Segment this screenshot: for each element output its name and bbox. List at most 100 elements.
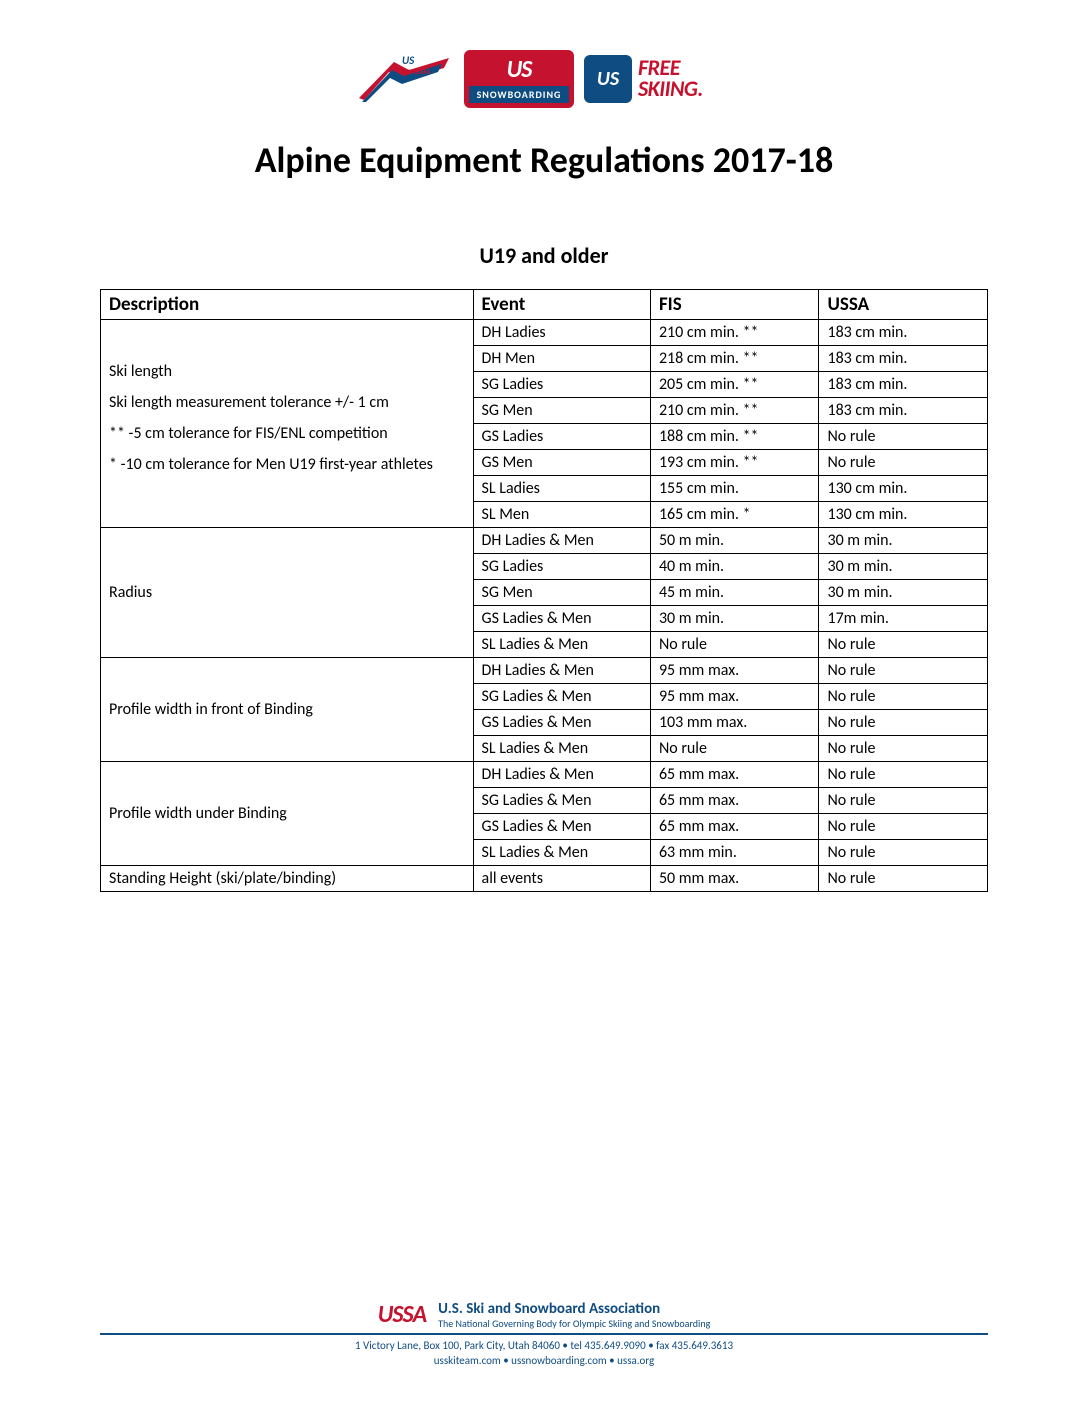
cell-ussa: No rule [819,814,988,840]
cell-ussa: 183 cm min. [819,320,988,346]
cell-fis: 210 cm min. ** [650,398,819,424]
cell-event: SL Ladies & Men [473,736,650,762]
cell-event: GS Ladies [473,424,650,450]
cell-event: GS Men [473,450,650,476]
cell-ussa: 30 m min. [819,580,988,606]
description-cell: Radius [101,528,474,658]
cell-fis: 95 mm max. [650,658,819,684]
cell-fis: 95 mm max. [650,684,819,710]
cell-ussa: No rule [819,840,988,866]
us-freeskiing-logo-icon: US FREESKIING. [584,50,734,108]
cell-event: DH Ladies & Men [473,528,650,554]
cell-event: DH Men [473,346,650,372]
footer-org-tagline: The National Governing Body for Olympic … [438,1318,710,1329]
cell-event: SL Ladies [473,476,650,502]
cell-fis: 155 cm min. [650,476,819,502]
table-row: RadiusDH Ladies & Men50 m min.30 m min. [101,528,988,554]
description-line: Ski length [109,362,465,381]
cell-ussa: 183 cm min. [819,372,988,398]
header-ussa: USSA [819,290,988,320]
cell-fis: 218 cm min. ** [650,346,819,372]
cell-event: SG Ladies [473,554,650,580]
svg-text:US: US [402,54,415,67]
table-row: Standing Height (ski/plate/binding)all e… [101,866,988,892]
cell-fis: 45 m min. [650,580,819,606]
cell-event: GS Ladies & Men [473,606,650,632]
table-row: Profile width in front of BindingDH Ladi… [101,658,988,684]
snowboard-us-text: US [507,55,532,84]
footer-address-line1: 1 Victory Lane, Box 100, Park City, Utah… [100,1339,988,1353]
cell-event: GS Ladies & Men [473,710,650,736]
footer-address-line2: usskiteam.com • ussnowboarding.com • uss… [100,1354,988,1368]
description-cell: Standing Height (ski/plate/binding) [101,866,474,892]
table-header-row: Description Event FIS USSA [101,290,988,320]
regulations-table: Description Event FIS USSA Ski length Ski… [100,289,988,892]
snowboard-label: SNOWBOARDING [469,86,570,103]
cell-ussa: No rule [819,424,988,450]
cell-ussa: No rule [819,632,988,658]
table-row: Ski lengthSki length measurement toleran… [101,320,988,346]
cell-fis: 65 mm max. [650,762,819,788]
cell-fis: 40 m min. [650,554,819,580]
cell-event: all events [473,866,650,892]
cell-fis: 103 mm max. [650,710,819,736]
description-cell: Profile width under Binding [101,762,474,866]
cell-event: DH Ladies & Men [473,762,650,788]
cell-ussa: No rule [819,710,988,736]
cell-fis: 50 mm max. [650,866,819,892]
description-cell: Profile width in front of Binding [101,658,474,762]
description-line: Ski length measurement tolerance +/- 1 c… [109,393,465,412]
page-title: Alpine Equipment Regulations 2017-18 [100,138,988,182]
cell-event: GS Ladies & Men [473,814,650,840]
cell-fis: 63 mm min. [650,840,819,866]
cell-event: SG Ladies & Men [473,788,650,814]
header-logos: US SKI TEAM US SNOWBOARDING US FREESKIIN… [100,50,988,108]
table-row: Profile width under BindingDH Ladies & M… [101,762,988,788]
us-snowboarding-logo-icon: US SNOWBOARDING [464,50,574,108]
cell-event: SG Men [473,398,650,424]
us-ski-team-logo-icon: US SKI TEAM [354,50,454,108]
cell-ussa: 183 cm min. [819,346,988,372]
cell-event: DH Ladies [473,320,650,346]
cell-ussa: 17m min. [819,606,988,632]
cell-ussa: 130 cm min. [819,476,988,502]
cell-event: SL Ladies & Men [473,632,650,658]
cell-ussa: No rule [819,762,988,788]
cell-event: SG Ladies & Men [473,684,650,710]
page-subtitle: U19 and older [100,242,988,269]
footer-ussa-logo-icon: USSA [378,1300,426,1329]
cell-ussa: No rule [819,788,988,814]
svg-text:SKI TEAM: SKI TEAM [402,67,430,76]
cell-fis: 65 mm max. [650,788,819,814]
freeski-us-text: US [597,67,619,91]
cell-fis: 210 cm min. ** [650,320,819,346]
cell-fis: No rule [650,736,819,762]
cell-ussa: 130 cm min. [819,502,988,528]
cell-ussa: 30 m min. [819,528,988,554]
cell-fis: 65 mm max. [650,814,819,840]
cell-fis: No rule [650,632,819,658]
cell-event: SG Men [473,580,650,606]
header-fis: FIS [650,290,819,320]
description-line: * -10 cm tolerance for Men U19 first-yea… [109,455,465,474]
header-event: Event [473,290,650,320]
cell-event: DH Ladies & Men [473,658,650,684]
header-description: Description [101,290,474,320]
cell-fis: 205 cm min. ** [650,372,819,398]
cell-fis: 30 m min. [650,606,819,632]
description-cell: Ski length Ski length measurement toleran… [101,320,474,528]
cell-fis: 165 cm min. * [650,502,819,528]
cell-event: SL Men [473,502,650,528]
cell-ussa: 183 cm min. [819,398,988,424]
cell-event: SG Ladies [473,372,650,398]
cell-ussa: No rule [819,658,988,684]
cell-fis: 50 m min. [650,528,819,554]
cell-ussa: No rule [819,736,988,762]
cell-ussa: No rule [819,866,988,892]
footer-org-name: U.S. Ski and Snowboard Association [438,1301,710,1318]
page-footer: USSA U.S. Ski and Snowboard Association … [100,1300,988,1368]
freeski-text: FREESKIING. [638,58,703,100]
cell-fis: 188 cm min. ** [650,424,819,450]
cell-ussa: No rule [819,450,988,476]
cell-ussa: No rule [819,684,988,710]
